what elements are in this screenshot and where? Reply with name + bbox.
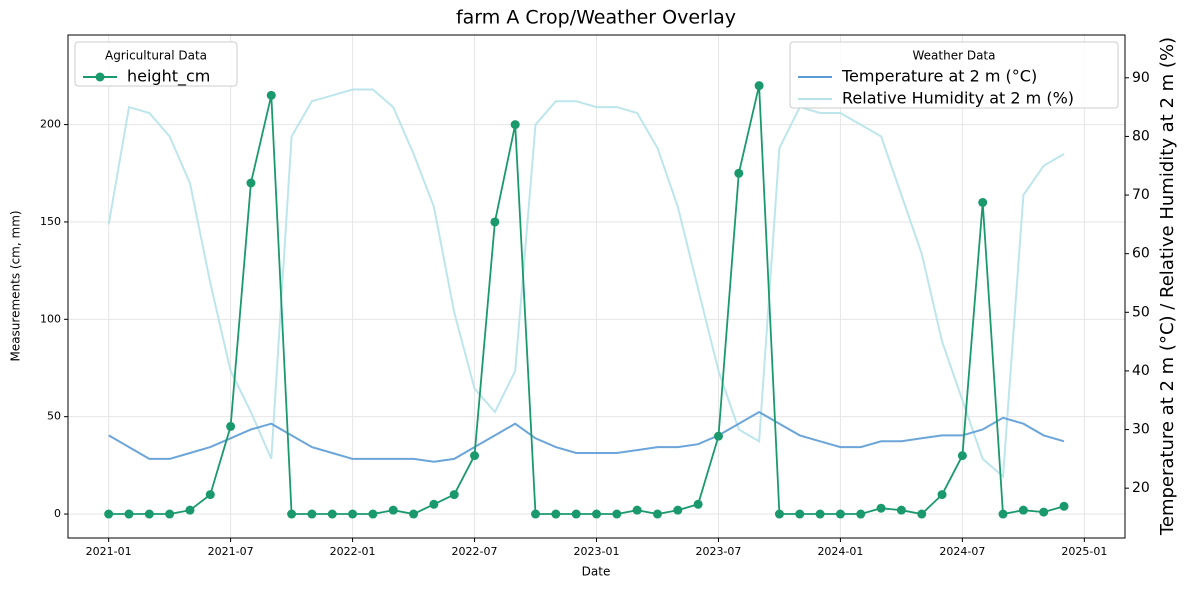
y2-tick-label: 50 bbox=[1132, 304, 1150, 320]
data-point bbox=[592, 509, 601, 519]
plot-frame bbox=[67, 34, 1126, 539]
y-tick-label: 0 bbox=[54, 507, 61, 520]
data-point bbox=[937, 490, 947, 500]
y2-tick-label: 70 bbox=[1132, 187, 1150, 203]
x-tick-label: 2021-01 bbox=[86, 545, 132, 558]
data-point bbox=[815, 509, 825, 519]
data-point bbox=[917, 509, 927, 519]
data-point bbox=[612, 509, 622, 519]
data-point bbox=[104, 509, 114, 519]
y2-tick-label: 80 bbox=[1132, 128, 1150, 144]
data-point bbox=[978, 197, 988, 207]
x-tick-label: 2024-07 bbox=[939, 545, 985, 558]
data-point bbox=[551, 509, 561, 519]
data-point bbox=[652, 509, 662, 519]
data-point bbox=[429, 499, 439, 509]
x-tick-label: 2021-07 bbox=[208, 545, 254, 558]
data-point bbox=[957, 451, 967, 461]
data-point bbox=[368, 509, 378, 519]
data-point bbox=[1039, 507, 1049, 517]
data-point bbox=[449, 490, 459, 500]
x-tick-label: 2023-01 bbox=[574, 545, 620, 558]
data-point bbox=[185, 505, 195, 515]
y-tick-label: 50 bbox=[47, 410, 61, 423]
legend-title: Agricultural Data bbox=[105, 49, 207, 63]
legend-title: Weather Data bbox=[913, 49, 996, 63]
data-point bbox=[327, 509, 337, 519]
data-point bbox=[998, 509, 1008, 519]
y2-tick-label: 90 bbox=[1132, 70, 1150, 86]
data-point bbox=[713, 431, 723, 441]
y2-axis-label: Temperature at 2 m (°C) / Relative Humid… bbox=[1157, 37, 1178, 536]
data-point bbox=[490, 217, 500, 227]
data-point bbox=[388, 505, 398, 515]
data-point bbox=[693, 499, 703, 509]
data-point bbox=[470, 451, 480, 461]
y2-tick-label: 20 bbox=[1132, 480, 1150, 496]
chart-title: farm A Crop/Weather Overlay bbox=[456, 7, 736, 29]
y2-tick-label: 60 bbox=[1132, 246, 1150, 262]
data-point bbox=[287, 509, 297, 519]
y-tick-label: 150 bbox=[40, 215, 61, 228]
data-point bbox=[571, 509, 581, 519]
series-line bbox=[107, 88, 1065, 479]
data-point bbox=[266, 90, 276, 100]
data-point bbox=[510, 120, 520, 130]
legend-box bbox=[789, 41, 1119, 109]
data-point bbox=[673, 505, 683, 515]
data-point bbox=[734, 168, 744, 178]
data-point bbox=[348, 509, 358, 519]
data-point bbox=[1018, 505, 1028, 515]
y-axis-label: Measurements (cm, mm) bbox=[9, 210, 23, 361]
x-tick-label: 2025-01 bbox=[1061, 545, 1107, 558]
data-point bbox=[632, 505, 642, 515]
data-point bbox=[795, 509, 805, 519]
legend-marker bbox=[95, 72, 105, 82]
legend-label: height_cm bbox=[127, 67, 210, 87]
legend-label: Temperature at 2 m (°C) bbox=[841, 67, 1037, 86]
legend-box bbox=[74, 41, 238, 87]
data-point bbox=[1059, 501, 1069, 511]
y2-tick-label: 40 bbox=[1132, 363, 1150, 379]
data-point bbox=[144, 509, 154, 519]
legend-label: Relative Humidity at 2 m (%) bbox=[842, 89, 1074, 108]
x-axis-label: Date bbox=[582, 565, 611, 579]
data-point bbox=[226, 421, 236, 431]
data-point bbox=[124, 509, 134, 519]
data-point bbox=[307, 509, 317, 519]
data-point bbox=[531, 509, 541, 519]
data-point bbox=[876, 503, 886, 513]
series-line bbox=[108, 410, 1065, 463]
data-point bbox=[896, 505, 906, 515]
data-point bbox=[774, 509, 784, 519]
y-tick-label: 100 bbox=[40, 312, 61, 325]
data-point bbox=[754, 81, 764, 91]
x-tick-label: 2023-07 bbox=[695, 545, 741, 558]
data-point bbox=[246, 178, 256, 188]
x-tick-label: 2022-01 bbox=[330, 545, 376, 558]
y2-tick-label: 30 bbox=[1132, 422, 1150, 438]
data-point bbox=[835, 509, 845, 519]
data-point bbox=[409, 509, 419, 519]
data-point bbox=[205, 490, 215, 500]
x-tick-label: 2024-01 bbox=[817, 545, 863, 558]
data-point bbox=[856, 509, 866, 519]
x-tick-label: 2022-07 bbox=[452, 545, 498, 558]
data-point bbox=[165, 509, 175, 519]
y-tick-label: 200 bbox=[40, 118, 61, 131]
